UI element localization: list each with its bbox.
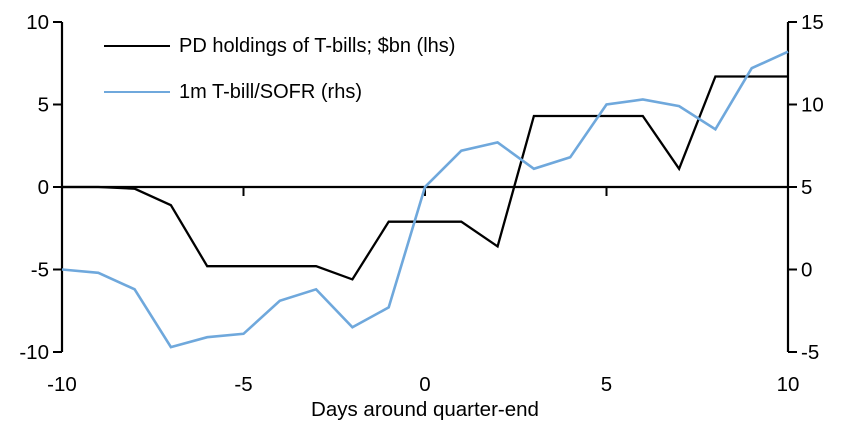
left-axis-tick-label: -5 [31, 259, 49, 282]
left-axis-tick-label: 5 [38, 94, 49, 117]
series-line-0 [62, 75, 788, 281]
right-axis-tick-label: 5 [801, 176, 812, 199]
legend-label-tbill-sofr: 1m T-bill/SOFR (rhs) [179, 80, 362, 103]
series-layer [61, 50, 789, 349]
x-axis-tick-label: 5 [601, 373, 612, 396]
x-axis-tick-label: 0 [419, 373, 430, 396]
left-axis-tick-label: -10 [19, 341, 49, 364]
right-axis-tick-label: 10 [801, 94, 824, 117]
legend-label-pd-holdings: PD holdings of T-bills; $bn (lhs) [179, 34, 456, 57]
blue-line-swatch-icon [104, 91, 170, 93]
x-axis-tick-label: 10 [777, 373, 800, 396]
axes-layer: 10 5 0 -5 -10 15 10 5 0 -5 -10 -5 0 5 10 [19, 11, 823, 396]
left-axis-tick-label: 10 [26, 11, 49, 34]
black-line-swatch-icon [104, 45, 170, 47]
legend-entry-pd-holdings: PD holdings of T-bills; $bn (lhs) [104, 32, 455, 60]
right-axis-tick-label: 0 [801, 259, 812, 282]
legend-entry-tbill-sofr: 1m T-bill/SOFR (rhs) [104, 78, 455, 106]
left-axis-tick-label: 0 [38, 176, 49, 199]
x-axis-title: Days around quarter-end [311, 398, 539, 421]
legend: PD holdings of T-bills; $bn (lhs) 1m T-b… [104, 32, 455, 106]
x-axis-tick-label: -5 [234, 373, 252, 396]
series-line-1 [61, 50, 789, 349]
x-axis-tick-label: -10 [47, 373, 77, 396]
right-axis-tick-label: -5 [801, 341, 819, 364]
right-axis-tick-label: 15 [801, 11, 824, 34]
